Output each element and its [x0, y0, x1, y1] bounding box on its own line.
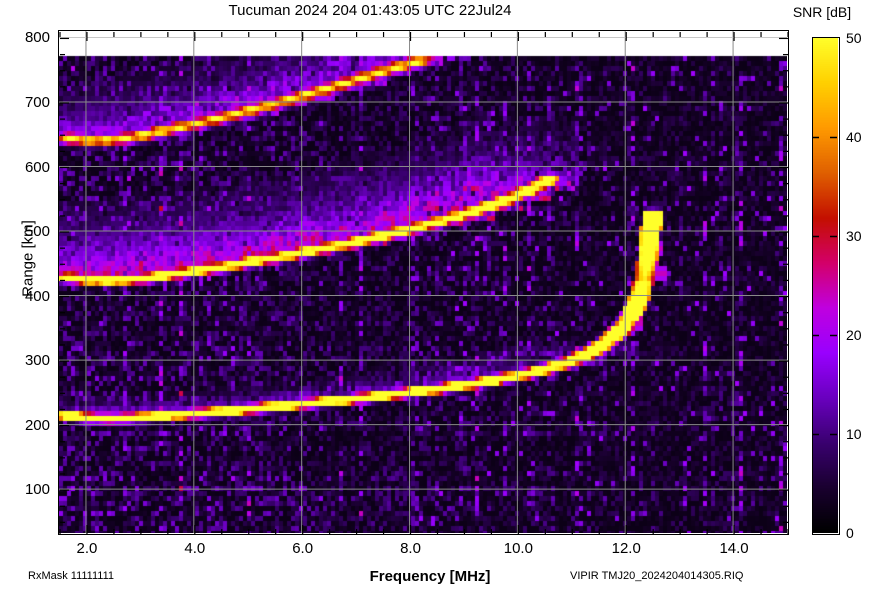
- x-axis-tick-label: 2.0: [76, 540, 98, 557]
- x-axis-tick-label: 8.0: [400, 540, 421, 557]
- y-axis-tick-label: 400: [24, 287, 50, 305]
- colorbar-tick-label: 40: [846, 128, 862, 145]
- colorbar-ticks: [812, 136, 837, 436]
- x-axis-tick-label: 4.0: [184, 540, 206, 557]
- y-axis-tick-label: 500: [24, 223, 50, 241]
- colorbar-gradient: [813, 38, 838, 533]
- ionogram-plot-area[interactable]: [58, 30, 789, 535]
- y-axis-tick-label: 300: [24, 352, 50, 370]
- colorbar-title: SNR [dB]: [792, 4, 852, 20]
- colorbar-tick-label: 50: [846, 29, 862, 46]
- colorbar-tick-label: 0: [846, 524, 854, 541]
- snr-colorbar[interactable]: [812, 37, 840, 535]
- y-axis-tick-label: 700: [24, 93, 50, 111]
- x-axis-tick-label: 6.0: [292, 540, 314, 557]
- y-axis-tick-label: 100: [24, 481, 50, 499]
- ionogram-heatmap: [59, 31, 787, 533]
- x-axis-title: Frequency [MHz]: [369, 568, 491, 585]
- y-axis-tick-label: 200: [24, 416, 50, 434]
- riq-file-label: VIPIR TMJ20_2024204014305.RIQ: [570, 570, 744, 582]
- y-axis-tick-label: 600: [24, 158, 50, 176]
- colorbar-tick-label: 10: [846, 425, 862, 442]
- axis-tick-marks: [59, 32, 789, 534]
- x-axis-tick-label: 14.0: [719, 540, 749, 557]
- x-axis-tick-label: 10.0: [503, 540, 533, 557]
- plot-gridlines: [59, 31, 787, 533]
- colorbar-tick-label: 20: [846, 326, 862, 343]
- y-axis-tick-label: 800: [24, 29, 50, 47]
- colorbar-tick-label: 30: [846, 227, 862, 244]
- x-axis-tick-label: 12.0: [611, 540, 641, 557]
- rxmask-label: RxMask 11111111: [28, 570, 115, 582]
- page-title: Tucuman 2024 204 01:43:05 UTC 22Jul24: [228, 2, 512, 19]
